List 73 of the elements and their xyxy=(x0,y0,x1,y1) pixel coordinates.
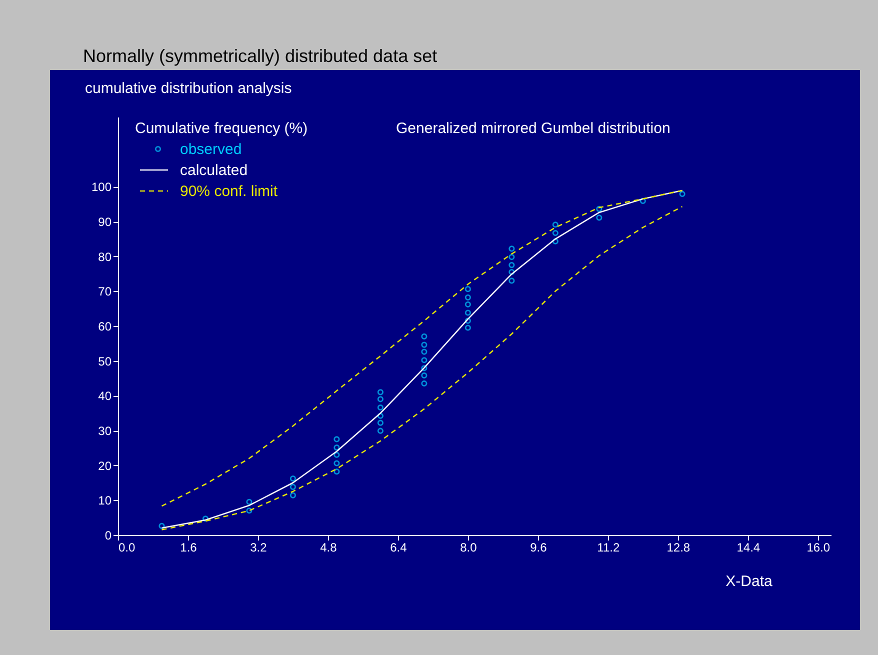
point xyxy=(508,262,515,268)
point xyxy=(421,372,428,379)
point xyxy=(158,522,165,529)
point xyxy=(464,294,471,300)
point xyxy=(246,498,252,505)
x-tick-label: 3.2 xyxy=(250,540,268,554)
point xyxy=(640,198,646,204)
point xyxy=(596,214,602,221)
legend-label: calculated xyxy=(180,162,248,179)
x-tick-label: 11.2 xyxy=(597,540,620,554)
point xyxy=(421,380,428,387)
point xyxy=(679,190,686,198)
y-tick-label: 50 xyxy=(98,354,112,368)
point xyxy=(377,420,384,426)
point xyxy=(464,324,471,331)
chart-title: Normally (symmetrically) distributed data set xyxy=(83,46,438,66)
x-tick-label: 16.0 xyxy=(806,540,830,554)
x-tick-label: 6.4 xyxy=(390,540,408,554)
x-tick-label: 12.8 xyxy=(666,540,690,554)
point xyxy=(464,286,471,292)
point xyxy=(508,254,515,260)
y-tick-label: 60 xyxy=(98,320,112,334)
y-tick-label: 100 xyxy=(91,180,112,194)
x-tick-label: 14.4 xyxy=(736,540,760,554)
x-tick-label: 9.6 xyxy=(530,540,548,554)
point xyxy=(421,342,428,348)
point xyxy=(377,396,384,402)
x-tick-label: 4.8 xyxy=(320,540,338,554)
y-tick-label: 0 xyxy=(104,528,112,542)
point xyxy=(596,206,602,212)
point xyxy=(290,476,296,482)
y-tick-label: 10 xyxy=(98,494,112,508)
legend-label: observed xyxy=(180,141,242,158)
point xyxy=(246,508,252,514)
point xyxy=(508,246,515,252)
point xyxy=(334,460,340,466)
y-axis-title: Cumulative frequency (%) xyxy=(135,120,308,137)
point xyxy=(464,318,471,324)
point xyxy=(334,436,340,442)
point xyxy=(552,230,558,236)
point xyxy=(464,310,471,316)
legend-label: 90% conf. limit xyxy=(180,183,278,200)
point xyxy=(290,484,296,490)
annotation: Generalized mirrored Gumbel distribution xyxy=(396,120,670,137)
point xyxy=(421,365,428,372)
x-tick-label: 8.0 xyxy=(460,540,478,554)
point xyxy=(290,492,296,498)
x-axis-title: X-Data xyxy=(726,573,773,590)
x-tick-label: 1.6 xyxy=(180,540,198,554)
chart-subtitle: cumulative distribution analysis xyxy=(85,80,292,97)
x-tick-label: 0.0 xyxy=(118,540,136,554)
point xyxy=(377,428,384,434)
point xyxy=(421,357,428,364)
point xyxy=(377,389,384,396)
point xyxy=(552,238,558,244)
y-tick-label: 80 xyxy=(98,250,112,264)
point xyxy=(421,333,428,340)
point xyxy=(508,278,515,284)
point xyxy=(552,222,558,228)
point xyxy=(421,348,428,355)
point xyxy=(334,468,340,475)
point xyxy=(202,516,209,522)
y-tick-label: 30 xyxy=(98,424,112,438)
point xyxy=(377,404,384,411)
point xyxy=(334,444,340,451)
y-tick-label: 70 xyxy=(98,284,112,299)
point xyxy=(464,301,471,308)
point xyxy=(377,412,384,419)
point xyxy=(508,268,515,276)
y-tick-label: 20 xyxy=(98,458,112,473)
point xyxy=(334,452,340,458)
y-tick-label: 40 xyxy=(98,389,112,404)
y-tick-label: 90 xyxy=(98,215,112,229)
